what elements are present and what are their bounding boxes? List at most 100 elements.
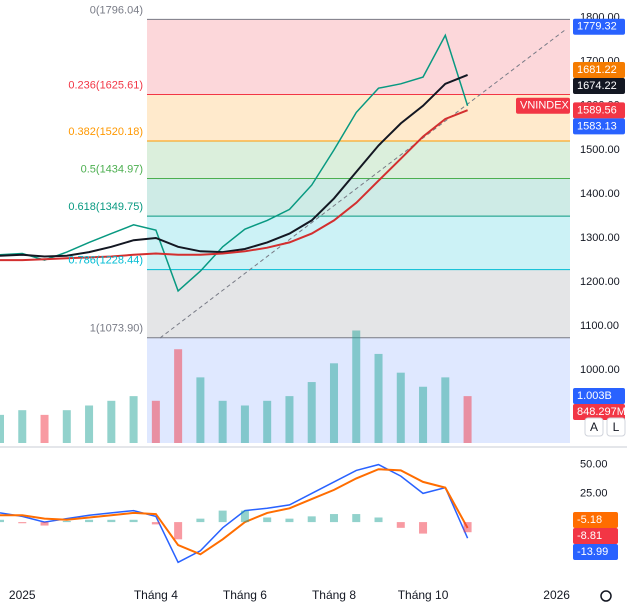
series-line xyxy=(0,109,468,262)
volume-bar xyxy=(107,400,116,443)
volume-bar xyxy=(174,349,183,443)
price-tag: 1589.56 xyxy=(577,104,617,116)
histogram-bar xyxy=(0,519,4,523)
price-tag-bg xyxy=(573,77,625,94)
x-tick-label: Tháng 6 xyxy=(223,588,267,602)
control-label[interactable]: L xyxy=(613,420,620,434)
volume-bar xyxy=(151,400,160,443)
volume-bar xyxy=(419,386,428,443)
volume-bar xyxy=(396,372,405,443)
volume-bar xyxy=(196,377,205,443)
price-tag: 1674.22 xyxy=(577,80,617,92)
price-tag: 1583.13 xyxy=(577,120,617,132)
histogram-bar xyxy=(329,514,338,523)
volume-bar xyxy=(463,396,472,443)
histogram-bar xyxy=(151,522,160,525)
symbol-tag: VNINDEX xyxy=(520,100,570,112)
histogram-bar xyxy=(107,519,116,523)
macd-tag: -13.99 xyxy=(577,546,608,558)
volume-bar xyxy=(218,400,227,443)
x-tick-label: Tháng 8 xyxy=(312,588,356,602)
volume-bar xyxy=(129,396,138,443)
volume-bar xyxy=(352,330,361,443)
fib-label: 0.5(1434.97) xyxy=(81,163,143,175)
histogram-bar xyxy=(463,522,472,533)
series-line xyxy=(0,73,468,258)
price-tag-bg xyxy=(573,18,625,35)
volume-tag: 848.297M xyxy=(577,406,626,418)
volume-bar xyxy=(240,405,249,443)
x-tick-label: 2025 xyxy=(9,588,36,602)
volume-tag: 1.003B xyxy=(577,390,612,402)
histogram-bar xyxy=(374,517,383,523)
macd-tag-bg xyxy=(573,528,618,545)
y-tick-label: 1400.00 xyxy=(580,188,620,200)
x-tick-label: Tháng 10 xyxy=(398,588,449,602)
price-tag: 1681.22 xyxy=(577,64,617,76)
fib-label: 0.786(1228.44) xyxy=(68,254,143,266)
x-tick-label: Tháng 4 xyxy=(134,588,178,602)
fib-zone xyxy=(147,178,570,217)
volume-bar xyxy=(285,396,294,443)
fib-label: 0(1796.04) xyxy=(90,4,143,16)
price-tag: 1779.32 xyxy=(577,21,617,33)
histogram-bar xyxy=(218,510,227,523)
series-line xyxy=(0,33,469,293)
control-button[interactable] xyxy=(584,417,604,437)
control-button[interactable] xyxy=(606,417,626,437)
y-tick-label: 25.00 xyxy=(580,487,608,499)
volume-bar xyxy=(263,400,272,443)
control-label[interactable]: A xyxy=(590,420,598,434)
histogram-bar xyxy=(419,522,428,534)
y-tick-label: 1000.00 xyxy=(580,364,620,376)
settings-icon[interactable] xyxy=(600,590,612,602)
price-tag-bg xyxy=(573,61,625,78)
y-tick-label: 50.00 xyxy=(580,459,608,471)
volume-bar xyxy=(85,405,94,443)
price-tag-bg xyxy=(573,102,625,119)
macd-tag-bg xyxy=(573,544,618,561)
histogram-bar xyxy=(62,520,71,523)
histogram-bar xyxy=(285,518,294,523)
symbol-tag-bg xyxy=(516,97,570,114)
fib-zone xyxy=(147,269,570,338)
fib-zone xyxy=(147,19,570,95)
fib-label: 1(1073.90) xyxy=(90,323,143,335)
fib-zone xyxy=(147,216,570,270)
volume-bar xyxy=(40,414,49,443)
histogram-bar xyxy=(40,522,49,526)
volume-bar xyxy=(62,410,71,443)
gear[interactable] xyxy=(600,590,612,602)
price-tag-bg xyxy=(573,118,625,135)
histogram-bar xyxy=(263,517,272,523)
series-line xyxy=(0,468,469,556)
y-tick-label: 1100.00 xyxy=(580,320,619,332)
histogram-bar xyxy=(85,519,94,523)
histogram-bar xyxy=(396,522,405,528)
fib-label: 0.618(1349.75) xyxy=(68,201,143,213)
histogram-bar xyxy=(174,522,183,540)
volume-bar xyxy=(374,353,383,443)
trend-line xyxy=(159,29,566,339)
volume-bar xyxy=(307,382,316,443)
volume-bar xyxy=(441,377,450,443)
fib-zone xyxy=(147,94,570,141)
macd-tag: -8.81 xyxy=(577,530,602,542)
histogram-bar xyxy=(18,522,27,524)
histogram-bar xyxy=(129,519,138,523)
fib-zone xyxy=(147,140,570,179)
fib-label: 0.236(1625.61) xyxy=(68,79,143,91)
volume-tag-bg xyxy=(573,387,625,404)
histogram-bar xyxy=(196,518,205,523)
volume-tag-bg xyxy=(573,403,625,420)
macd-tag-bg xyxy=(573,512,618,529)
y-tick-label: 1500.00 xyxy=(580,144,620,156)
volume-bar xyxy=(18,410,27,443)
histogram-bar xyxy=(352,514,361,523)
histogram-bar xyxy=(307,516,316,523)
fib-label: 0.382(1520.18) xyxy=(68,126,143,138)
series-line xyxy=(0,463,469,564)
volume-bar xyxy=(0,414,4,443)
macd-tag: -5.18 xyxy=(577,514,602,526)
